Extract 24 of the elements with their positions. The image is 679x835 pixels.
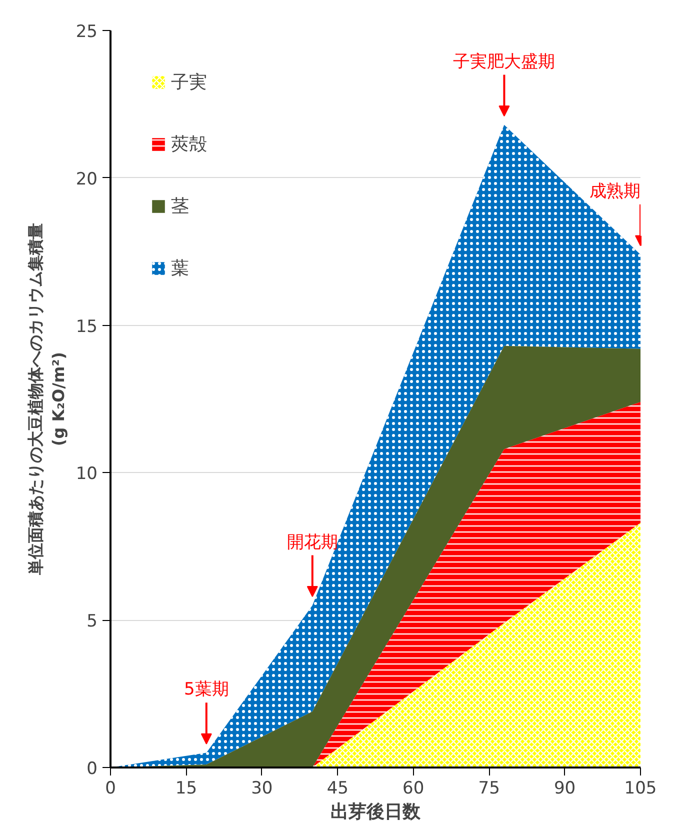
legend-label: 子実 [171,71,207,94]
x-tick-label: 45 [326,778,348,798]
x-tick-label: 0 [105,778,116,798]
y-tick-label: 5 [86,612,98,632]
annotation: 5葉期 [184,680,229,700]
y-tick-label: 0 [86,759,98,779]
legend-label: 葉 [171,257,190,280]
x-axis-title: 出芽後日数 [330,802,422,822]
y-tick-label: 25 [76,22,98,42]
x-tick-label: 30 [251,778,273,798]
x-tick-label: 75 [478,778,500,798]
legend-label: 莢殻 [171,133,207,156]
annotation: 開花期 [286,532,338,552]
x-tick-label: 60 [402,778,424,798]
x-tick-label: 15 [175,778,198,798]
x-tick-label: 90 [554,778,576,798]
y-tick-label: 15 [76,316,98,337]
annotation: 成熟期 [590,181,640,202]
legend-label: 茎 [171,195,190,218]
y-axis-title: 単位面積あたりの大豆植物体へのカリウム集積量 (g K₂O/m²) [26,223,68,576]
x-tick-label: 105 [624,778,657,798]
y-tick-label: 10 [76,464,98,484]
y-tick-label: 20 [76,169,98,190]
annotation: 子実肥大盛期 [453,52,556,72]
